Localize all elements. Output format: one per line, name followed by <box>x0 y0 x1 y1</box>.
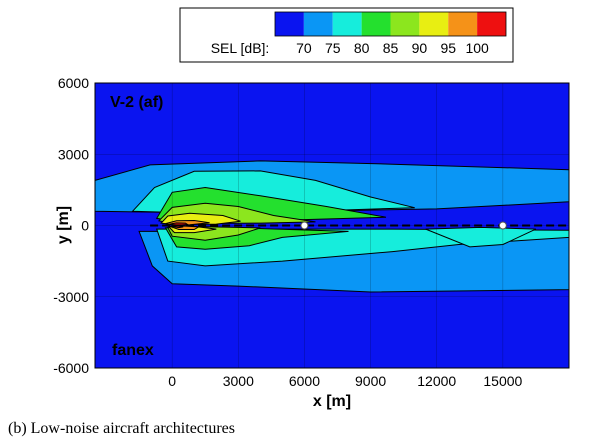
x-tick-label: 0 <box>168 373 176 389</box>
colorbar-swatch <box>419 12 449 36</box>
x-tick-label: 9000 <box>355 373 386 389</box>
colorbar: SEL [dB]: 70 75 80 85 90 95 100 <box>179 7 514 63</box>
colorbar-tick-label: 90 <box>412 40 428 56</box>
y-tick-label: -6000 <box>53 360 89 376</box>
colorbar-swatch <box>275 12 304 36</box>
x-tick-label: 6000 <box>289 373 320 389</box>
marker-point <box>300 221 309 230</box>
colorbar-swatch <box>477 12 506 36</box>
contour-lower-right-lobe <box>425 226 537 248</box>
microphone-markers <box>300 221 507 230</box>
y-tick-labels: -6000 -3000 0 3000 6000 <box>53 75 89 376</box>
x-tick-label: 3000 <box>223 373 254 389</box>
panel-label-bottom: fanex <box>112 342 154 359</box>
colorbar-tick-label: 85 <box>383 40 399 56</box>
contour-bands <box>95 160 569 293</box>
y-tick-label: -3000 <box>53 289 89 305</box>
y-tick-label: 0 <box>81 218 89 234</box>
plot-frame <box>94 82 570 369</box>
colorbar-swatch-border <box>274 11 507 37</box>
y-tick-label: 3000 <box>58 146 89 162</box>
marker-point <box>498 221 507 230</box>
colorbar-swatch <box>390 12 420 36</box>
colorbar-label: SEL [dB]: <box>211 40 270 56</box>
panel-label-top: V-2 (af) <box>110 94 163 111</box>
colorbar-tick-label: 75 <box>325 40 341 56</box>
figure-caption: (b) Low-noise aircraft architectures <box>8 420 235 437</box>
colorbar-swatch <box>303 12 333 36</box>
colorbar-tick-label: 100 <box>465 40 489 56</box>
plot-area <box>95 83 569 368</box>
colorbar-tick-labels: 70 75 80 85 90 95 100 <box>296 40 489 56</box>
colorbar-tick-label: 95 <box>440 40 456 56</box>
colorbar-swatch <box>361 12 391 36</box>
y-tick-label: 6000 <box>58 75 89 91</box>
y-axis-label: y [m] <box>55 206 72 244</box>
colorbar-tick-label: 70 <box>296 40 312 56</box>
x-axis-label: x [m] <box>313 393 351 410</box>
colorbar-swatches <box>274 11 507 37</box>
colorbar-tick-label: 80 <box>354 40 370 56</box>
x-tick-label: 12000 <box>417 373 456 389</box>
x-tick-labels: 0 3000 6000 9000 12000 15000 <box>168 373 522 389</box>
colorbar-swatch <box>448 12 478 36</box>
x-tick-label: 15000 <box>483 373 522 389</box>
colorbar-swatch <box>332 12 362 36</box>
